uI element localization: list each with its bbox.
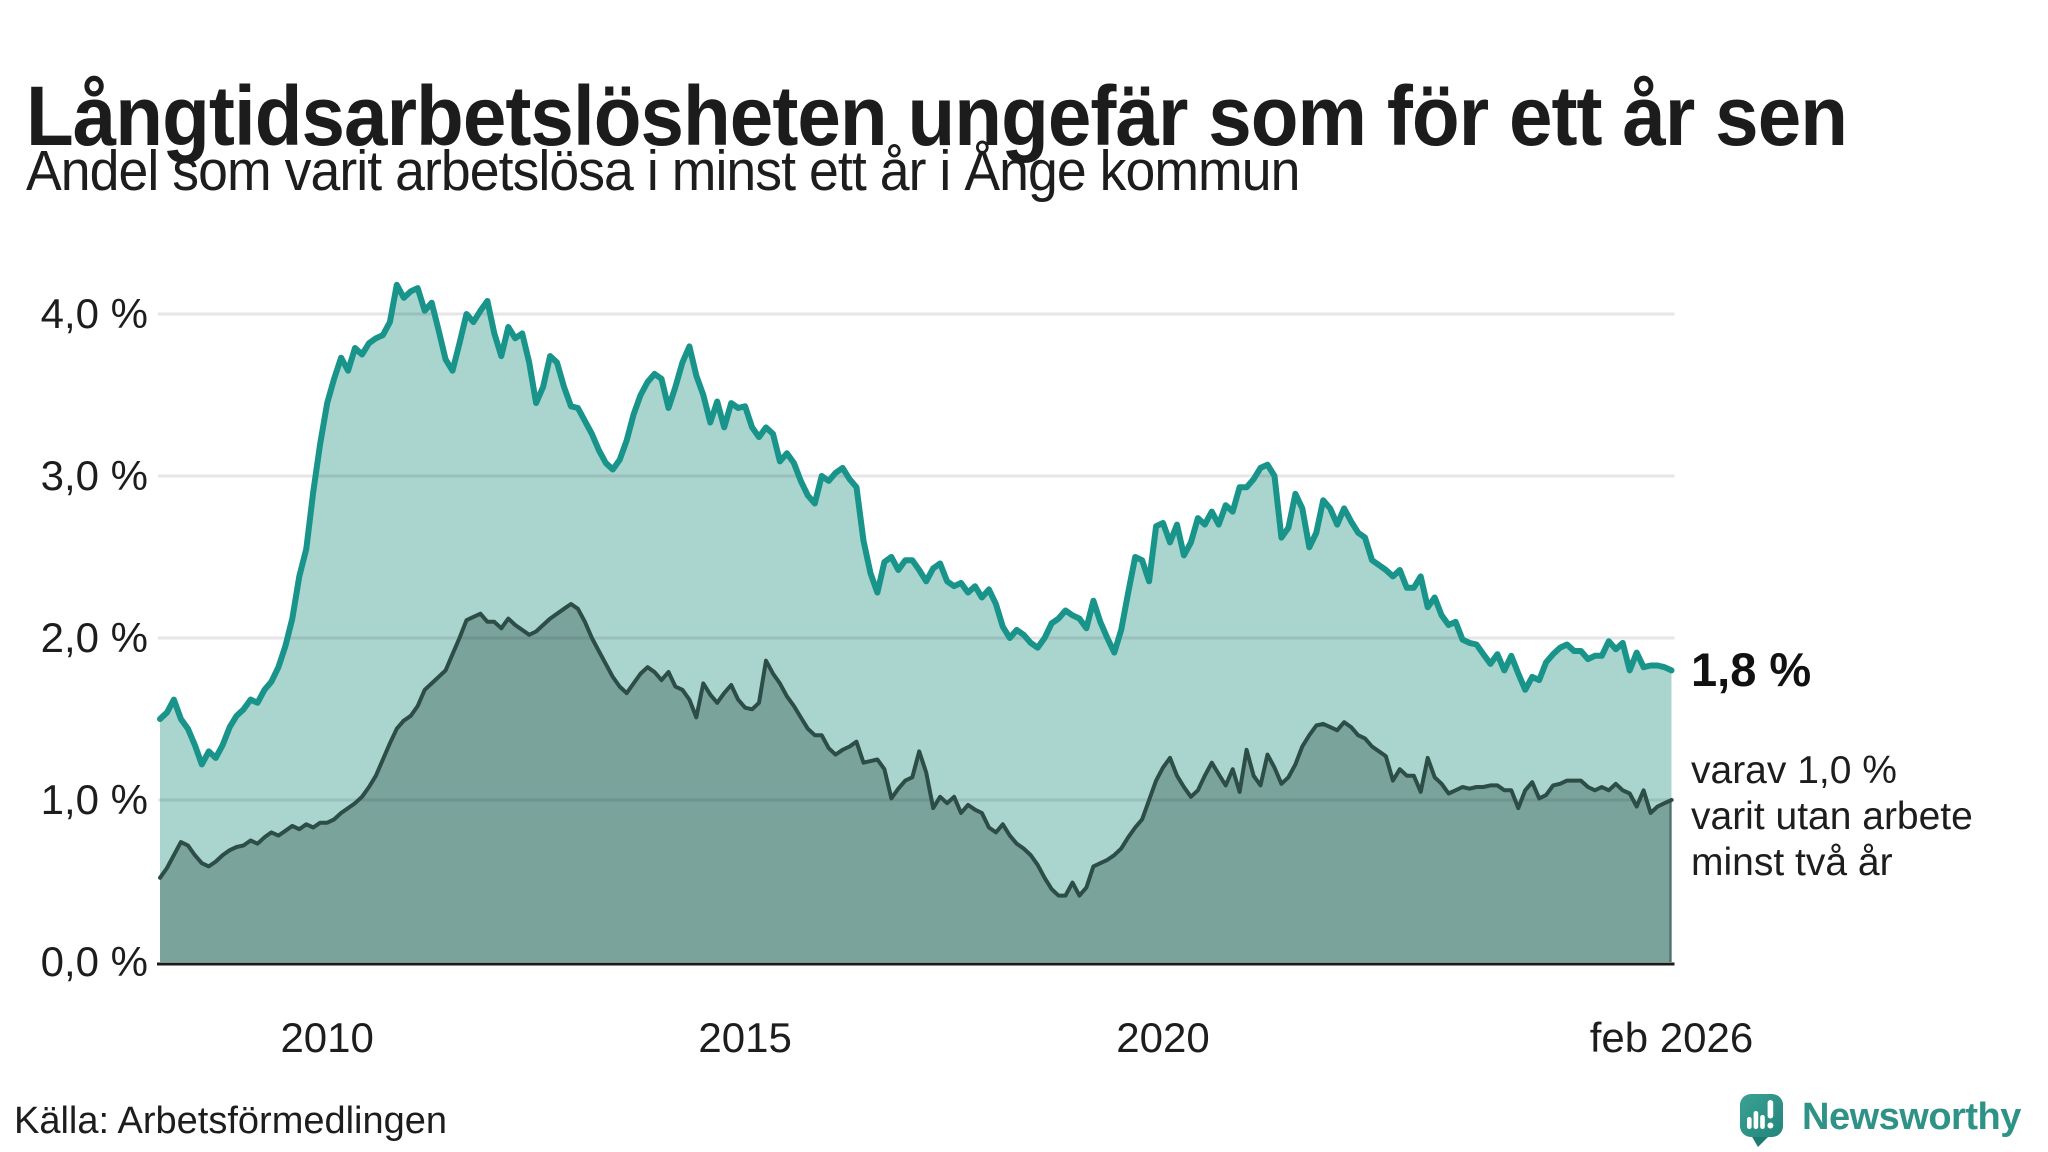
latest-value-label: 1,8 % xyxy=(1691,643,1812,696)
y-tick-label: 3,0 % xyxy=(40,452,148,499)
y-tick-label: 1,0 % xyxy=(40,776,148,823)
x-tick-label: 2020 xyxy=(1116,1014,1210,1061)
newsworthy-wordmark: Newsworthy xyxy=(1802,1096,2021,1138)
latest-subvalue-label: varav 1,0 % varit utan arbete minst två … xyxy=(1691,749,1973,884)
x-tick-label: feb 2026 xyxy=(1589,1014,1754,1061)
source-caption: Källa: Arbetsförmedlingen xyxy=(14,1100,448,1142)
series-line xyxy=(158,602,1674,898)
newsworthy-bubble-icon xyxy=(1740,1094,1783,1147)
y-tick-label: 0,0 % xyxy=(40,938,148,985)
chart-subtitle: Andel som varit arbetslösa i minst ett å… xyxy=(26,139,1300,203)
series-line xyxy=(157,281,1675,768)
area-fill xyxy=(160,604,1672,962)
x-tick-label: 2015 xyxy=(698,1014,792,1061)
newsworthy-logo: Newsworthy xyxy=(1740,1092,2040,1148)
y-tick-label: 2,0 % xyxy=(40,614,148,661)
x-tick-label: 2010 xyxy=(280,1014,374,1061)
page-title: Långtidsarbetslösheten ungefär som för e… xyxy=(26,69,1848,164)
y-tick-label: 4,0 % xyxy=(40,290,148,337)
